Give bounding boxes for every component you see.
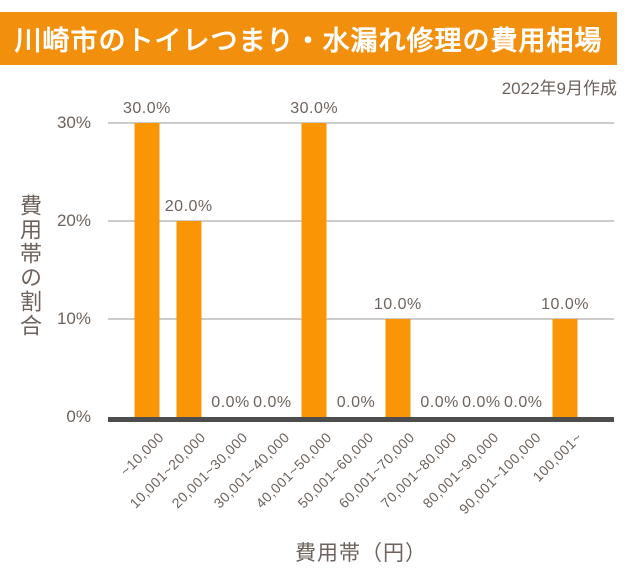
gridline <box>108 317 614 320</box>
y-tick-label: 0% <box>66 407 91 426</box>
value-label: 0.0% <box>211 394 250 411</box>
x-axis-line <box>108 417 614 422</box>
bar <box>385 319 411 417</box>
bar-column: 10.0% <box>541 123 589 417</box>
value-label: 20.0% <box>164 198 213 216</box>
value-label: 10.0% <box>541 296 589 314</box>
value-label: 0.0% <box>503 394 543 411</box>
value-label: 10.0% <box>373 296 422 314</box>
title-banner: 川崎市のトイレつまり・水漏れ修理の費用相場 <box>0 12 617 65</box>
y-tick-label: 20% <box>56 211 91 230</box>
bar-column: 0.0% <box>461 123 503 417</box>
value-label: 30.0% <box>122 100 171 117</box>
value-label: 0.0% <box>420 394 459 411</box>
bar-column: 30.0% <box>123 100 170 417</box>
bar-column: 0.0% <box>502 123 544 417</box>
bar <box>176 221 202 417</box>
y-axis-ticks: 0% 10% 20% 30% <box>0 113 99 426</box>
bar <box>134 123 160 417</box>
bar <box>301 123 327 417</box>
created-date-label: 2022年9月作成 <box>501 79 617 98</box>
y-tick-label: 10% <box>56 309 91 328</box>
value-label: 0.0% <box>253 394 292 411</box>
bar-column: 30.0% <box>290 100 338 417</box>
bar <box>552 319 578 417</box>
bar-column: 10.0% <box>373 123 422 417</box>
y-axis-title: 費用帯の割合 <box>17 194 42 338</box>
bar-column: 20.0% <box>164 123 213 417</box>
x-axis-ticks: ~10,000 10,001~20,000 20,001~30,000 30,001~… <box>117 427 586 533</box>
chart-title: 川崎市のトイレつまり・水漏れ修理の費用相場 <box>14 26 603 56</box>
x-tick: 100,001~ <box>530 427 586 533</box>
bar-column: 0.0% <box>335 123 377 417</box>
x-axis-title: 費用帯（円） <box>295 542 427 565</box>
plot-area: 30.0% 20.0% 0.0% 0.0% 30.0% 0.0% 10.0% 0.0% 0.0%… <box>108 100 614 422</box>
bars: 30.0% 20.0% 0.0% 0.0% 30.0% 0.0% 10.0% 0.0% 0.0%… <box>123 100 589 417</box>
gridline <box>108 122 614 124</box>
bar-column: 0.0% <box>419 123 461 417</box>
value-label: 30.0% <box>290 100 339 117</box>
value-label: 0.0% <box>336 394 376 411</box>
y-tick-label: 30% <box>56 113 91 132</box>
bar-column: 0.0% <box>251 123 293 417</box>
gridline <box>108 219 614 222</box>
value-label: 0.0% <box>462 394 501 411</box>
bar-column: 0.0% <box>210 123 252 417</box>
